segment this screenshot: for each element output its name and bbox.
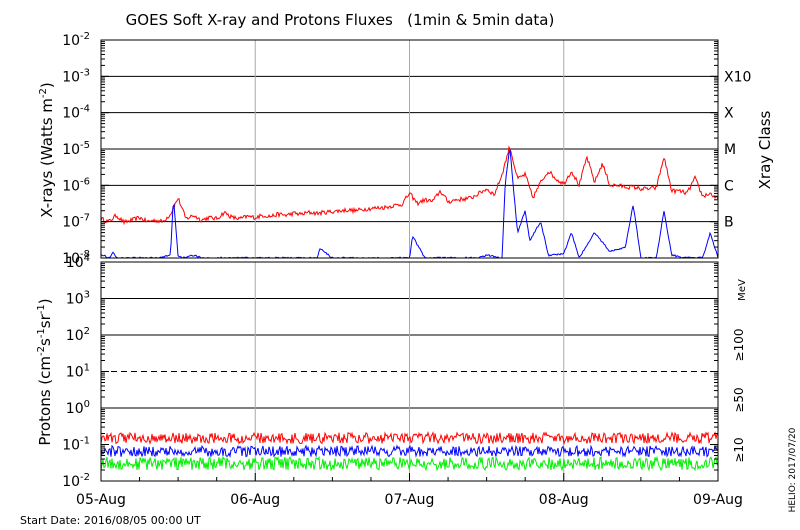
proton-series-line bbox=[100, 444, 719, 459]
chart-title: GOES Soft X-ray and Protons Fluxes (1min… bbox=[126, 11, 555, 29]
legend-ge100: ≥100 bbox=[732, 329, 746, 362]
proton-series-line bbox=[100, 455, 719, 472]
proton-y-axis-label: Protons (cm-2s-1sr-1) bbox=[36, 298, 54, 445]
xray-class-label: M bbox=[724, 142, 736, 158]
xray-y-tick-label: 10-2 bbox=[62, 31, 90, 49]
xray-y-tick-label: 10-8 bbox=[62, 249, 90, 267]
legend-ge50: ≥50 bbox=[732, 387, 746, 412]
xray-class-label: C bbox=[724, 178, 734, 194]
proton-y-ticks: 104 103 102 101 100 10-1 10-2 bbox=[62, 253, 718, 490]
proton-y-tick-label: 101 bbox=[66, 363, 90, 381]
xray-y-tick-label: 10-7 bbox=[62, 213, 90, 231]
xray-class-label: X bbox=[724, 106, 734, 122]
xray-long-series bbox=[100, 145, 719, 226]
proton-series-line bbox=[100, 430, 719, 446]
xray-class-labels: X10 X M C B bbox=[724, 69, 751, 230]
start-date-label: Start Date: 2016/08/05 00:00 UT bbox=[20, 514, 201, 527]
energy-unit-label: MeV bbox=[737, 279, 748, 301]
xray-y-tick-label: 10-5 bbox=[62, 140, 90, 158]
proton-y-tick-label: 10-1 bbox=[62, 436, 90, 454]
xray-y-ticks: 10-2 10-3 10-4 10-5 10-6 10-7 10-8 bbox=[62, 31, 718, 267]
x-tick-label: 05-Aug bbox=[76, 492, 126, 508]
xray-y-tick-label: 10-4 bbox=[62, 104, 90, 122]
proton-series bbox=[100, 430, 719, 472]
xray-class-label: B bbox=[724, 215, 734, 231]
x-tick-label: 06-Aug bbox=[230, 492, 280, 508]
proton-y-tick-label: 102 bbox=[66, 326, 90, 344]
proton-panel: 104 103 102 101 100 10-1 10-2 Protons (cm-2s-1… bbox=[36, 253, 748, 490]
legend-ge10: ≥10 bbox=[732, 437, 746, 462]
x-tick-label: 08-Aug bbox=[539, 492, 589, 508]
proton-y-tick-label: 10-2 bbox=[62, 472, 90, 490]
x-tick-label: 07-Aug bbox=[385, 492, 435, 508]
xray-panel: 10-2 10-3 10-4 10-5 10-6 10-7 10-8 X10 X M C B X-r… bbox=[38, 31, 774, 267]
xray-y-tick-label: 10-3 bbox=[62, 67, 90, 85]
proton-grid bbox=[101, 262, 718, 481]
proton-y-tick-label: 104 bbox=[66, 253, 90, 271]
xray-class-axis-label: Xray Class bbox=[756, 110, 774, 189]
xray-class-label: X10 bbox=[724, 69, 751, 85]
xray-y-tick-label: 10-6 bbox=[62, 176, 90, 194]
proton-y-tick-label: 100 bbox=[66, 399, 90, 417]
proton-y-tick-label: 103 bbox=[66, 290, 90, 308]
xray-grid bbox=[101, 40, 718, 258]
x-tick-label: 09-Aug bbox=[693, 492, 743, 508]
credit-label: HELIO: 2017/07/20 bbox=[788, 427, 798, 512]
xray-y-axis-label: X-rays (Watts m-2) bbox=[38, 82, 56, 217]
x-axis: 05-Aug 06-Aug 07-Aug 08-Aug 09-Aug bbox=[76, 473, 743, 508]
